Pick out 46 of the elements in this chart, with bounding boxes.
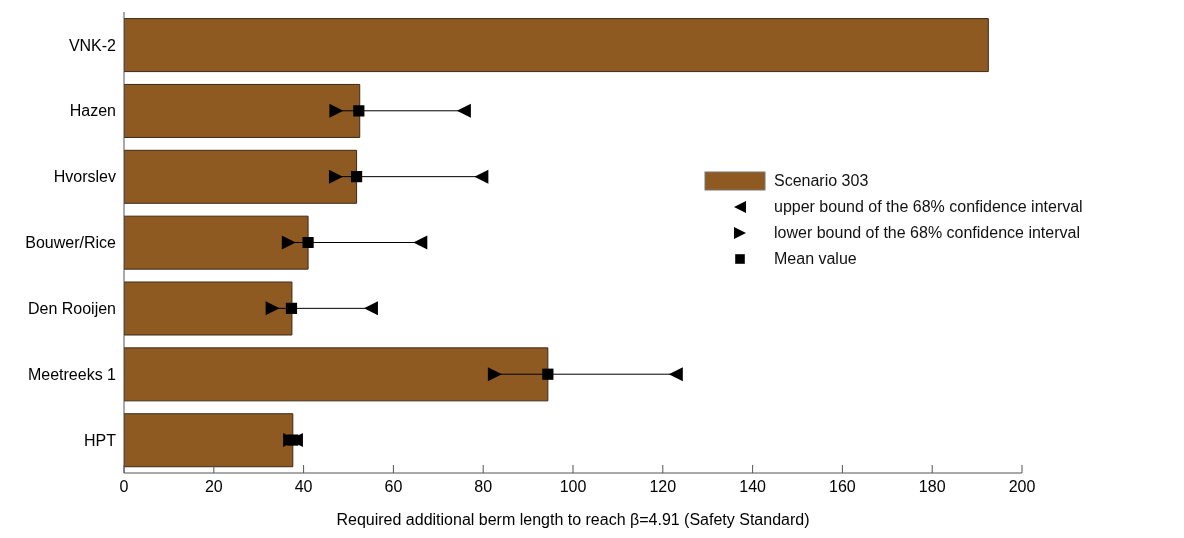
x-tick-label: 160: [829, 478, 856, 496]
bar: [124, 18, 989, 73]
y-tick-label: Bouwer/Rice: [25, 234, 117, 252]
y-tick-label: HPT: [84, 431, 117, 449]
y-tick-label: Hazen: [69, 102, 116, 120]
x-tick-label: 200: [1008, 478, 1036, 496]
x-tick-label: 80: [474, 478, 493, 496]
point: [363, 301, 378, 316]
point: [329, 103, 344, 118]
point: [302, 236, 314, 249]
point: [281, 235, 296, 250]
point: [487, 367, 502, 382]
x-tick-label: 0: [119, 478, 129, 496]
point: [285, 302, 298, 314]
bar: [124, 347, 549, 402]
point: [350, 171, 363, 183]
point: [353, 105, 365, 117]
y-tick-label: Den Rooijen: [27, 300, 116, 318]
legend-label: Mean value: [774, 250, 857, 268]
bar: [124, 149, 358, 204]
legend-label: upper bound of the 68% confidence interval: [774, 198, 1083, 216]
bar: [124, 413, 294, 468]
y-tick-label: Meetreeks 1: [27, 365, 117, 383]
bar: [124, 83, 361, 138]
x-tick-label: 20: [204, 478, 223, 496]
point: [668, 367, 683, 382]
point: [328, 169, 343, 184]
x-tick-label: 60: [384, 478, 403, 496]
y-tick-label: Hvorslev: [53, 168, 116, 186]
legend-label: lower bound of the 68% confidence interval: [774, 224, 1080, 242]
point: [542, 368, 554, 380]
legend-label: Scenario 303: [774, 172, 869, 190]
x-tick-label: 140: [739, 478, 767, 496]
x-axis-title: Required additional berm length to reach β=4.91 (Safety Standard): [336, 511, 810, 528]
point: [413, 235, 428, 250]
bar: [124, 215, 309, 270]
x-tick-label: 100: [559, 478, 587, 496]
bar: [124, 281, 293, 336]
y-tick-label: VNK-2: [68, 36, 117, 54]
point: [456, 103, 471, 118]
x-tick-label: 180: [918, 478, 946, 496]
x-tick-label: 40: [294, 478, 313, 496]
point: [287, 434, 299, 446]
point: [474, 169, 489, 184]
point: [265, 301, 280, 316]
x-tick-label: 120: [649, 478, 677, 496]
